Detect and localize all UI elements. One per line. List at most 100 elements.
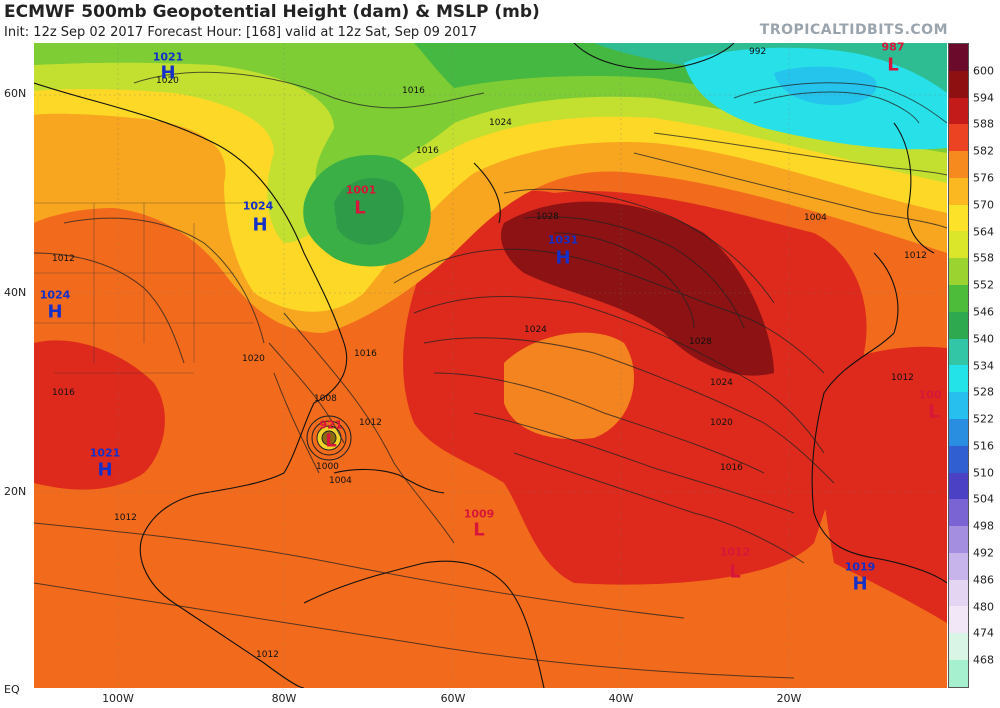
lat-label-40n: 40N <box>4 286 27 299</box>
isobar-line <box>34 582 795 679</box>
isobar-labels: 1020 1016 1012 1008 1004 1000 1024 1028 … <box>52 47 927 660</box>
colorbar-label: 474 <box>973 626 994 640</box>
isobar-line <box>433 372 765 474</box>
isobar-label: 1012 <box>359 418 382 428</box>
colorbar-label: 570 <box>973 198 994 212</box>
lon-label-20w: 20W <box>776 692 802 705</box>
low-pressure-value: 987 <box>881 40 905 54</box>
colorbar-segment <box>949 526 968 553</box>
isobar-lines <box>34 71 947 679</box>
isobar-label: 1012 <box>52 254 75 264</box>
colorbar-segment <box>949 204 968 232</box>
isobar-label: 1012 <box>891 373 914 383</box>
high-pressure-marker: H <box>555 247 571 269</box>
isobar-line <box>268 342 345 444</box>
colorbar-segment <box>949 499 968 527</box>
isobar-line <box>513 452 805 564</box>
graticule <box>34 43 947 688</box>
isobar-line <box>553 232 695 329</box>
isobar-label: 1020 <box>156 76 179 86</box>
isobar-label: 1012 <box>114 513 137 523</box>
isobar-label: 992 <box>749 47 766 57</box>
coastlines <box>34 43 947 688</box>
colorbar-label: 480 <box>973 600 994 614</box>
colorbar-label: 594 <box>973 91 994 105</box>
isobar-line <box>63 217 265 344</box>
isobar-label: 1020 <box>710 418 733 428</box>
brand-watermark: TROPICALTIDBITS.COM <box>759 22 948 38</box>
isobar-label: 1028 <box>689 337 712 347</box>
colorbar-segment <box>949 365 968 393</box>
field-594-core <box>500 201 774 376</box>
colorbar-segment <box>949 70 968 98</box>
lon-label-100w: 100W <box>102 692 134 705</box>
lat-label-20n: 20N <box>4 485 27 498</box>
lat-label-eq: EQ <box>4 683 20 696</box>
low-pressure-value: 1012 <box>719 545 751 559</box>
colorbar-label: 540 <box>973 332 994 346</box>
colorbar-segment <box>949 418 968 446</box>
isobar-label: 1016 <box>402 86 425 96</box>
colorbar-label: 528 <box>973 385 994 399</box>
colorbar-label: 534 <box>973 359 994 372</box>
low-pressure-marker: L <box>729 561 741 583</box>
colorbar-segment <box>949 606 968 634</box>
isobar-line <box>413 295 825 454</box>
colorbar-label: 588 <box>973 117 994 131</box>
map-title: ECMWF 500mb Geopotential Height (dam) & … <box>4 2 540 22</box>
field-546-trough <box>334 178 404 245</box>
colorbar-segment <box>949 472 968 500</box>
isobar-label: 1024 <box>710 378 733 388</box>
high-pressure-marker: H <box>47 301 63 323</box>
colorbar-segment <box>949 445 968 473</box>
isobar-label: 1024 <box>489 118 512 128</box>
high-pressure-value: 1024 <box>39 288 71 302</box>
isobar-line <box>283 312 455 544</box>
colorbar-segment <box>949 44 968 71</box>
colorbar-segment <box>949 177 968 205</box>
colorbar-segment <box>949 97 968 125</box>
colorbar-label: 504 <box>973 492 994 506</box>
isobar-label: 1012 <box>256 650 279 660</box>
colorbar-segment <box>949 231 968 259</box>
colorbar-segment <box>949 338 968 366</box>
coastline-caribbean <box>333 468 445 494</box>
isobar-line <box>653 132 947 176</box>
colorbar-label: 516 <box>973 439 994 453</box>
lon-label-60w: 60W <box>440 692 466 705</box>
isobar-label: 1016 <box>416 146 439 156</box>
colorbar-label: 522 <box>973 412 994 426</box>
colorbar-label: 576 <box>973 171 994 185</box>
isobar-label: 1016 <box>354 349 377 359</box>
isobar-line <box>473 412 795 514</box>
field-588-africa <box>814 346 947 623</box>
isobar-line <box>523 216 745 329</box>
colorbar-label: 582 <box>973 144 994 158</box>
colorbar-segment <box>949 285 968 312</box>
isobar-label: 1020 <box>242 354 265 364</box>
isobar-line <box>503 188 775 304</box>
high-pressure-marker: H <box>852 573 868 595</box>
hurricane-ring-2 <box>311 420 347 456</box>
high-pressure-value: 1031 <box>547 233 579 247</box>
colorbar-segment <box>949 579 968 607</box>
lon-label-40w: 40W <box>608 692 634 705</box>
low-pressure-value: 1001 <box>345 183 377 197</box>
high-pressure-value: 1019 <box>844 560 876 574</box>
field-582-pocket <box>504 332 634 440</box>
colorbar-segment <box>949 552 968 580</box>
colorbar-label: 492 <box>973 546 994 560</box>
field-588-atlantic <box>403 190 867 585</box>
coastline-south-america <box>303 560 545 688</box>
isobar-label: 1008 <box>314 394 337 404</box>
colorbar <box>948 43 969 688</box>
low-pressure-marker: L <box>354 197 366 219</box>
field-588-texas <box>34 340 165 490</box>
high-pressure-marker: H <box>160 62 176 84</box>
field-528-iceland <box>774 66 877 105</box>
map-subtitle: Init: 12z Sep 02 2017 Forecast Hour: [16… <box>4 25 478 40</box>
colorbar-segment <box>949 633 968 660</box>
high-pressure-value: 1021 <box>89 446 121 460</box>
low-pressure-marker: L <box>887 54 899 76</box>
low-pressure-value: 921 <box>319 418 343 432</box>
